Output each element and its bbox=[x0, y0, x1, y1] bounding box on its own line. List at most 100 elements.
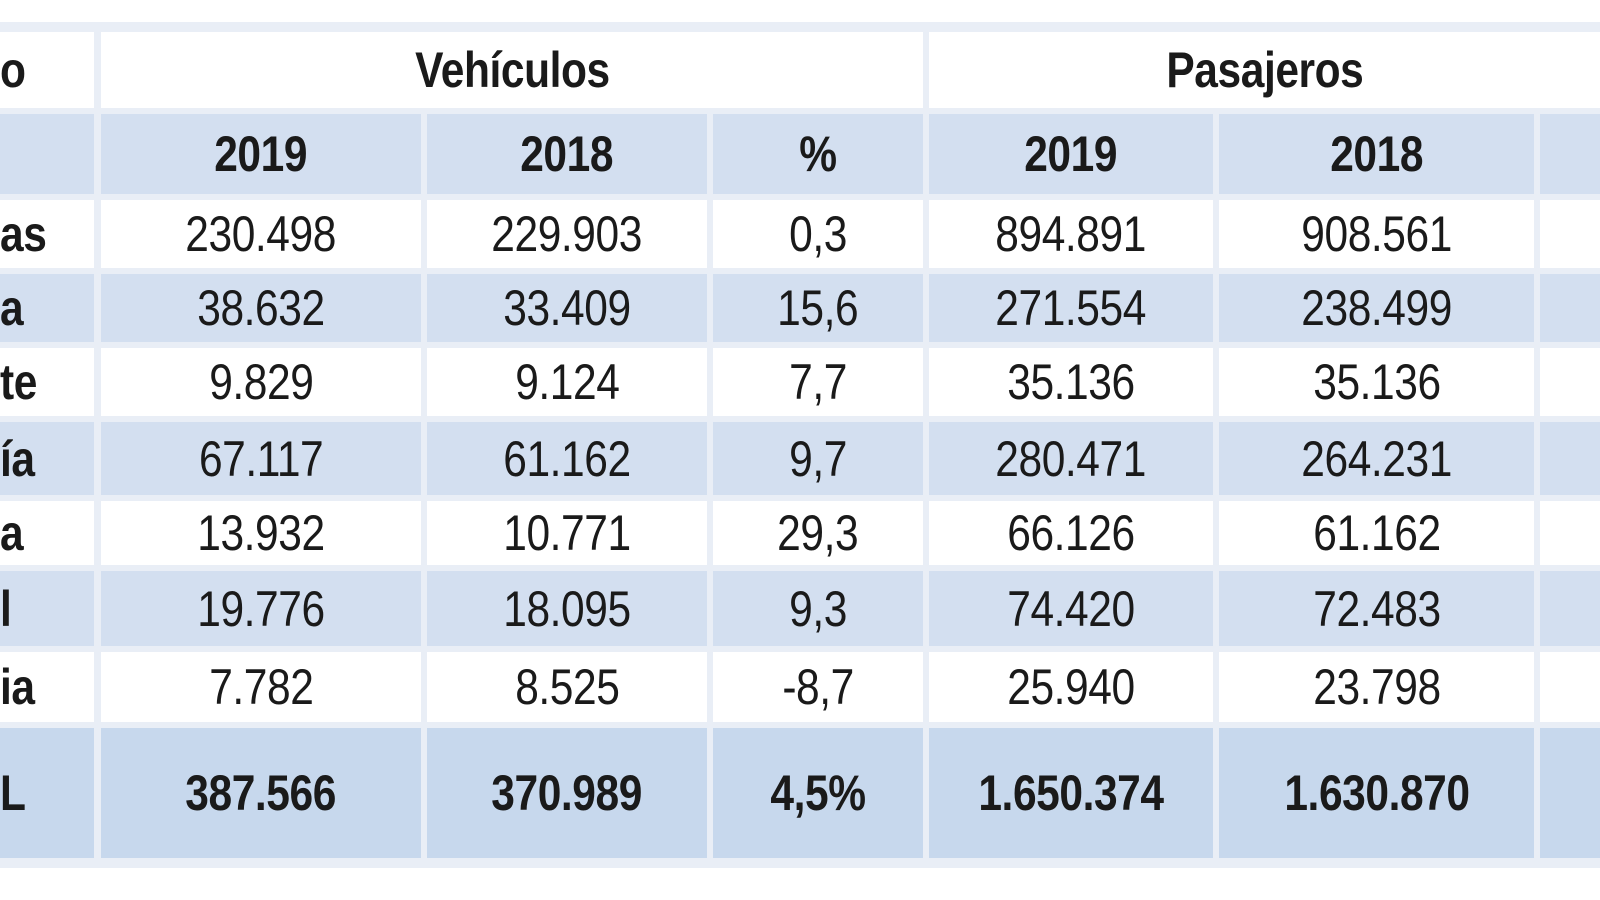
subheader-pas-2018: 2018 bbox=[1219, 114, 1534, 194]
header-pasajeros: Pasajeros bbox=[929, 32, 1600, 108]
cell-pas-2018-text: 264.231 bbox=[1301, 430, 1452, 487]
cell-veh-2019-text: 9.829 bbox=[208, 354, 314, 410]
cell-pas-2019: 74.420 bbox=[929, 571, 1213, 646]
cell-veh-2018: 8.525 bbox=[427, 652, 707, 722]
cell-veh-pct: 29,3 bbox=[713, 501, 923, 565]
total-veh-2018: 370.989 bbox=[427, 728, 707, 858]
total-pas-2018: 1.630.870 bbox=[1219, 728, 1534, 858]
row-name-text: l bbox=[0, 580, 12, 637]
total-veh-2019-text: 387.566 bbox=[185, 765, 337, 821]
cell-veh-pct: 0,3 bbox=[713, 200, 923, 268]
cell-pas-2018-text: 61.162 bbox=[1312, 505, 1441, 561]
row-name-text: ia bbox=[0, 659, 35, 715]
cell-extra bbox=[1540, 422, 1600, 495]
subheader-veh-2018-text: 2018 bbox=[520, 126, 614, 182]
cell-pas-2018-text: 72.483 bbox=[1312, 580, 1441, 637]
row-name-text: a bbox=[0, 280, 24, 336]
cell-pas-2018: 61.162 bbox=[1219, 501, 1534, 565]
cell-pas-2018: 72.483 bbox=[1219, 571, 1534, 646]
cell-pas-2019: 280.471 bbox=[929, 422, 1213, 495]
total-veh-pct: 4,5% bbox=[713, 728, 923, 858]
subheader-extra bbox=[1540, 114, 1600, 194]
cell-extra bbox=[1540, 652, 1600, 722]
cell-pas-2019: 894.891 bbox=[929, 200, 1213, 268]
subheader-corner bbox=[0, 114, 94, 194]
cell-pas-2019: 25.940 bbox=[929, 652, 1213, 722]
row-name: as bbox=[0, 200, 94, 268]
row-name: ía bbox=[0, 422, 94, 495]
cell-veh-2019-text: 38.632 bbox=[197, 280, 325, 336]
cell-veh-2019: 67.117 bbox=[101, 422, 421, 495]
total-name-text: L bbox=[0, 765, 26, 821]
cell-veh-2019: 19.776 bbox=[101, 571, 421, 646]
cell-veh-2018: 229.903 bbox=[427, 200, 707, 268]
row-name-text: a bbox=[0, 505, 24, 561]
subheader-veh-pct: % bbox=[713, 114, 923, 194]
cell-veh-2019: 38.632 bbox=[101, 274, 421, 342]
cell-pas-2018: 238.499 bbox=[1219, 274, 1534, 342]
row-name-text: te bbox=[0, 354, 37, 410]
cell-pas-2019-text: 894.891 bbox=[995, 206, 1147, 262]
row-name: a bbox=[0, 501, 94, 565]
row-name-text: ía bbox=[0, 430, 35, 487]
cell-veh-2018: 10.771 bbox=[427, 501, 707, 565]
cell-extra bbox=[1540, 200, 1600, 268]
cell-veh-pct: 9,7 bbox=[713, 422, 923, 495]
cell-pas-2018: 35.136 bbox=[1219, 348, 1534, 416]
header-vehiculos-text: Vehículos bbox=[414, 42, 610, 98]
cell-veh-2018: 9.124 bbox=[427, 348, 707, 416]
cell-veh-2019-text: 7.782 bbox=[208, 659, 314, 715]
cell-veh-2019: 9.829 bbox=[101, 348, 421, 416]
cell-extra bbox=[1540, 571, 1600, 646]
cell-veh-2018-text: 18.095 bbox=[503, 580, 631, 637]
cell-veh-2019: 230.498 bbox=[101, 200, 421, 268]
cell-pas-2019-text: 271.554 bbox=[995, 280, 1147, 336]
cell-veh-2018-text: 9.124 bbox=[514, 354, 620, 410]
row-name: te bbox=[0, 348, 94, 416]
cell-veh-pct-text: 9,3 bbox=[789, 580, 847, 637]
total-extra bbox=[1540, 728, 1600, 858]
subheader-pas-2019: 2019 bbox=[929, 114, 1213, 194]
cell-veh-pct-text: 15,6 bbox=[777, 280, 859, 336]
total-name: L bbox=[0, 728, 94, 858]
cell-pas-2019-text: 74.420 bbox=[1007, 580, 1135, 637]
cell-veh-pct: 7,7 bbox=[713, 348, 923, 416]
total-pas-2018-text: 1.630.870 bbox=[1283, 765, 1470, 821]
cell-pas-2018: 908.561 bbox=[1219, 200, 1534, 268]
cell-pas-2019-text: 25.940 bbox=[1007, 659, 1135, 715]
cell-veh-pct-text: 9,7 bbox=[789, 430, 847, 487]
cell-veh-pct: 15,6 bbox=[713, 274, 923, 342]
cell-veh-2019: 7.782 bbox=[101, 652, 421, 722]
subheader-veh-2019: 2019 bbox=[101, 114, 421, 194]
cell-veh-2019: 13.932 bbox=[101, 501, 421, 565]
cell-veh-2018-text: 61.162 bbox=[503, 430, 631, 487]
cell-veh-2018-text: 33.409 bbox=[503, 280, 631, 336]
total-pas-2019-text: 1.650.374 bbox=[978, 765, 1164, 821]
header-pasajeros-text: Pasajeros bbox=[1165, 42, 1364, 98]
subheader-pas-2019-text: 2019 bbox=[1024, 126, 1118, 182]
cell-veh-pct: 9,3 bbox=[713, 571, 923, 646]
cell-pas-2019: 271.554 bbox=[929, 274, 1213, 342]
cell-veh-2018-text: 10.771 bbox=[503, 505, 631, 561]
cell-extra bbox=[1540, 501, 1600, 565]
row-name: ia bbox=[0, 652, 94, 722]
cell-veh-2018: 18.095 bbox=[427, 571, 707, 646]
cell-pas-2018: 264.231 bbox=[1219, 422, 1534, 495]
row-name: l bbox=[0, 571, 94, 646]
header-vehiculos: Vehículos bbox=[101, 32, 923, 108]
cell-pas-2019-text: 35.136 bbox=[1007, 354, 1135, 410]
subheader-pas-2018-text: 2018 bbox=[1330, 126, 1423, 182]
cell-veh-pct-text: 29,3 bbox=[777, 505, 859, 561]
total-veh-pct-text: 4,5% bbox=[770, 765, 866, 821]
cell-extra bbox=[1540, 274, 1600, 342]
cell-veh-2019-text: 230.498 bbox=[185, 206, 337, 262]
cell-veh-2018-text: 229.903 bbox=[491, 206, 643, 262]
header-corner-text: o bbox=[0, 42, 26, 98]
cell-veh-2018-text: 8.525 bbox=[514, 659, 620, 715]
total-veh-2018-text: 370.989 bbox=[491, 765, 643, 821]
cell-pas-2018-text: 238.499 bbox=[1301, 280, 1452, 336]
cell-veh-pct-text: -8,7 bbox=[782, 659, 854, 715]
cell-pas-2019-text: 280.471 bbox=[995, 430, 1147, 487]
cell-pas-2018: 23.798 bbox=[1219, 652, 1534, 722]
cell-veh-2019-text: 13.932 bbox=[197, 505, 325, 561]
